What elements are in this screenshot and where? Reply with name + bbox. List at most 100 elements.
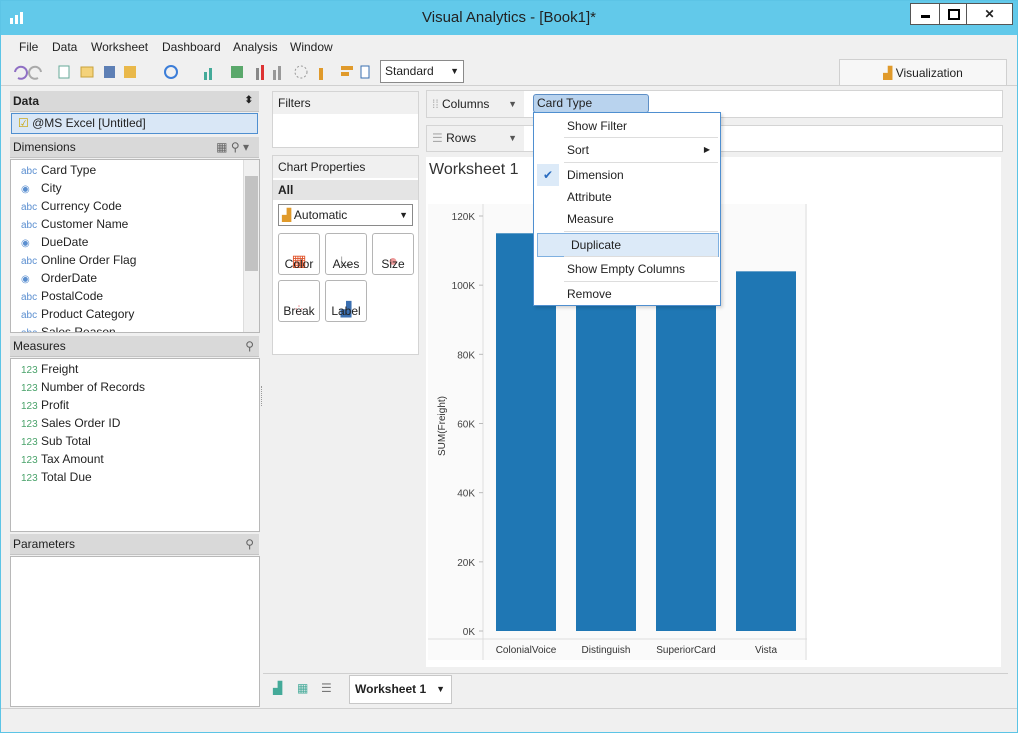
- menu-item[interactable]: Data: [52, 40, 78, 54]
- context-menu-item[interactable]: Show Empty Columns: [534, 258, 720, 280]
- field-type-icon: 123: [21, 365, 38, 376]
- chart-properties-title: Chart Properties: [273, 156, 418, 178]
- dimensions-header: Dimensions ▦ ⚲ ▾: [10, 137, 259, 158]
- field-item[interactable]: 123 Sub Total: [21, 432, 91, 450]
- context-menu-item[interactable]: Measure: [534, 208, 720, 230]
- field-name: City: [41, 181, 62, 195]
- field-item[interactable]: abcSales Reason: [21, 323, 116, 332]
- worksheet-title: Worksheet 1: [429, 161, 519, 178]
- menu-item[interactable]: Worksheet: [91, 40, 149, 54]
- field-type-icon: abc: [21, 202, 38, 213]
- columns-label: Columns: [442, 97, 490, 111]
- field-name: OrderDate: [41, 271, 98, 285]
- context-menu-label: Sort: [567, 143, 590, 157]
- y-tick-label: 100K: [452, 281, 476, 292]
- field-name: Online Order Flag: [41, 253, 137, 267]
- field-item[interactable]: 123 Tax Amount: [21, 450, 104, 468]
- y-tick-label: 0K: [463, 627, 476, 638]
- y-tick-label: 20K: [457, 558, 475, 569]
- data-source[interactable]: ☑ @MS Excel [Untitled]: [11, 113, 258, 134]
- visualization-label: Visualization: [895, 66, 963, 80]
- field-name: Total Due: [41, 470, 92, 484]
- property-button[interactable]: ▟ Label: [325, 280, 367, 322]
- field-item[interactable]: 123 Sales Order ID: [21, 414, 120, 432]
- toolbar: [11, 62, 371, 82]
- field-item[interactable]: 123 Total Due: [21, 468, 92, 486]
- context-menu-item[interactable]: Show Filter: [534, 115, 720, 137]
- minimize-button[interactable]: [910, 3, 941, 25]
- field-name: Sales Order ID: [41, 416, 121, 430]
- menu-item[interactable]: Window: [290, 40, 333, 54]
- field-item[interactable]: ◉ City: [21, 179, 62, 197]
- field-type-icon: 123: [21, 473, 38, 484]
- check-mark: ✔: [537, 164, 559, 186]
- context-menu-item[interactable]: ✔ Dimension: [534, 164, 720, 186]
- y-tick-label: 80K: [457, 350, 475, 361]
- field-type-icon: abc: [21, 325, 41, 332]
- measures-title: Measures: [13, 339, 66, 353]
- visualization-tab[interactable]: ▟ Visualization: [839, 59, 1007, 86]
- menu-separator: [564, 137, 718, 138]
- submenu-arrow: ▶: [703, 145, 710, 154]
- parameters-header: Parameters ⚲: [10, 534, 259, 555]
- context-menu-label: Show Filter: [567, 119, 628, 133]
- context-menu-item[interactable]: Sort ▶: [534, 139, 720, 161]
- app-icon: [9, 9, 25, 25]
- toolbar-separator: [1, 85, 1017, 86]
- field-item[interactable]: 123 Number of Records: [21, 378, 145, 396]
- field-item[interactable]: abc Customer Name: [21, 215, 128, 233]
- title-bar: Visual Analytics - [Book1]* ✕: [1, 1, 1017, 35]
- field-name: DueDate: [41, 235, 89, 249]
- chart-kind-select[interactable]: ▟ Automatic ▼: [278, 204, 413, 226]
- sheet-tab[interactable]: Worksheet 1 ▼: [349, 675, 452, 704]
- y-axis-label: SUM(Freight): [437, 396, 448, 456]
- measures-list: 123 Freight 123 Number of Records 123 Profit 1…: [10, 358, 260, 532]
- filters-panel: Filters: [272, 91, 419, 148]
- property-button-label: Break: [283, 304, 315, 318]
- field-item[interactable]: abc Product Category: [21, 305, 134, 323]
- context-menu-item[interactable]: Remove: [534, 283, 720, 305]
- field-name: Product Category: [41, 307, 135, 321]
- context-menu: Show Filter Sort ▶ ✔ Dimension Attribute Measu…: [533, 112, 721, 306]
- column-pill[interactable]: Card Type: [533, 94, 649, 113]
- property-button[interactable]: ∟ Axes: [325, 233, 367, 275]
- field-item[interactable]: abc PostalCode: [21, 287, 103, 305]
- menu-item[interactable]: Analysis: [233, 40, 278, 54]
- dimensions-list: abc Card Type ◉ City abc Currency Code abc Cust…: [10, 159, 260, 333]
- parameters-list: [10, 556, 260, 707]
- field-name: Number of Records: [41, 380, 146, 394]
- context-menu-label: Show Empty Columns: [567, 262, 686, 276]
- menu-item[interactable]: File: [19, 40, 39, 54]
- filters-title: Filters: [273, 92, 418, 114]
- maximize-button[interactable]: [939, 3, 968, 25]
- context-menu-item[interactable]: Duplicate: [537, 233, 719, 257]
- field-item[interactable]: 123 Profit: [21, 396, 69, 414]
- rows-label: Rows: [446, 131, 477, 145]
- y-tick-label: 60K: [457, 420, 475, 431]
- field-item[interactable]: abc Online Order Flag: [21, 251, 136, 269]
- context-menu-label: Dimension: [567, 168, 624, 182]
- property-button[interactable]: ⁘ Break: [278, 280, 320, 322]
- close-button[interactable]: ✕: [966, 3, 1013, 25]
- property-button[interactable]: ▦ Color: [278, 233, 320, 275]
- menu-bar: File Data Worksheet Dashboard Analysis Window: [1, 38, 401, 56]
- mode-value: Standard: [385, 64, 434, 78]
- menu-separator: [564, 231, 718, 232]
- properties-section: All: [273, 180, 418, 200]
- context-menu-item[interactable]: Attribute: [534, 186, 720, 208]
- mode-select[interactable]: Standard ▼: [380, 60, 464, 83]
- property-button[interactable]: ● Size: [372, 233, 414, 275]
- menu-item[interactable]: Dashboard: [162, 40, 221, 54]
- field-item[interactable]: abc Currency Code: [21, 197, 122, 215]
- field-type-icon: 123: [21, 419, 38, 430]
- field-name: Freight: [41, 362, 79, 376]
- field-item[interactable]: ◉ OrderDate: [21, 269, 97, 287]
- field-item[interactable]: abc Card Type: [21, 161, 96, 179]
- field-item[interactable]: 123 Freight: [21, 360, 78, 378]
- dimensions-title: Dimensions: [13, 140, 76, 154]
- field-item[interactable]: ◉ DueDate: [21, 233, 88, 251]
- x-tick-label: ColonialVoice: [496, 645, 557, 656]
- menu-separator: [564, 281, 718, 282]
- property-button-label: Label: [331, 304, 361, 318]
